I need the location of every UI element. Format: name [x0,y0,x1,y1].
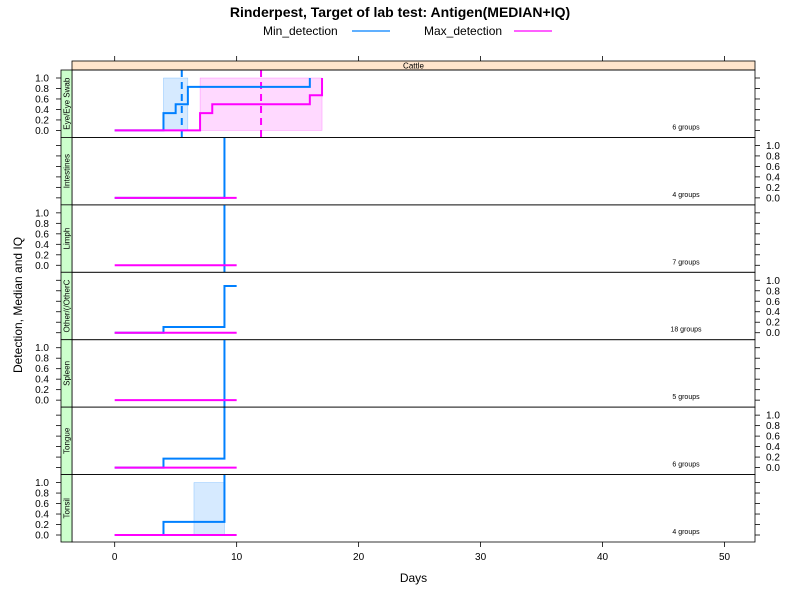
series-line-min-detection [114,285,237,334]
panel-frame [71,406,756,475]
y-tick-label: 0.4 [35,105,49,116]
y-tick-label: 0.6 [766,432,780,443]
x-tick-label: 30 [475,552,487,563]
y-tick-label: 0.4 [35,510,49,521]
panel-eye-eye-swab: Eye/Eye Swab 6 groups 0.00.20.40.60.81.0 [35,69,760,138]
panel-strip-label: Intestines [63,154,72,188]
y-tick-label: 0.2 [35,250,49,261]
panel-strip-label: Limph [63,228,72,250]
panel-groups-label: 4 groups [672,192,700,199]
y-tick-label: 0.8 [766,151,780,162]
y-tick-label: 0.4 [766,172,780,183]
y-tick-label: 0.0 [35,261,49,272]
y-tick-label: 1.0 [35,478,49,489]
strip-header-label: Cattle [403,62,424,71]
y-tick-label: 0.6 [766,297,780,308]
y-tick-label: 0.8 [35,354,49,365]
panel-intestines: Intestines 4 groups 0.00.20.40.60.81.0 [56,137,780,206]
y-tick-label: 0.6 [35,499,49,510]
panel-groups-label: 6 groups [672,124,700,131]
y-tick-label: 0.2 [35,385,49,396]
y-tick-label: 1.0 [766,141,780,152]
y-tick-label: 1.0 [766,276,780,287]
x-tick-label: 50 [719,552,731,563]
panel-groups-label: 4 groups [672,529,700,536]
strip-header: Cattle [71,60,756,71]
y-tick-label: 0.8 [35,489,49,500]
y-tick-label: 0.8 [35,219,49,230]
panel-strip [60,474,73,543]
y-tick-label: 0.6 [35,94,49,105]
panel-strip-label: Spleen [63,361,72,386]
panel-frame [71,474,756,543]
panel-spleen: Spleen 5 groups 0.00.20.40.60.81.0 [35,339,760,408]
series-line-min-detection [114,137,226,199]
y-tick-label: 0.8 [766,421,780,432]
y-tick-label: 0.2 [766,318,780,329]
panel-tongue: Tongue 6 groups 0.00.20.40.60.81.0 [56,406,780,475]
panel-groups-label: 18 groups [670,327,702,334]
y-tick-label: 0.4 [766,307,780,318]
panel-tonsil: Tonsil 4 groups 0.00.20.40.60.81.0 [35,474,760,543]
y-tick-label: 0.0 [35,126,49,137]
panel-frame [71,271,756,341]
x-tick-label: 40 [597,552,609,563]
panel-frame [71,137,756,206]
y-tick-label: 0.2 [766,453,780,464]
panel-other-otherc: Other/(/OtherC 18 groups 0.00.20.40.60.81.… [56,271,780,341]
y-tick-label: 0.6 [35,364,49,375]
y-tick-label: 1.0 [35,343,49,354]
panel-strip-label: Tongue [63,427,72,454]
iq-band-min-detection [193,482,225,536]
panels: Eye/Eye Swab 6 groups0.00.20.40.60.81.0In… [35,69,780,543]
y-tick-label: 0.6 [766,162,780,173]
y-tick-label: 0.0 [35,531,49,542]
series-line-min-detection [114,78,311,132]
y-tick-label: 0.4 [35,240,49,251]
y-tick-label: 0.2 [35,520,49,531]
panel-groups-label: 7 groups [672,259,700,266]
series-line-min-detection [114,407,226,469]
y-tick-label: 0.0 [766,193,780,204]
y-tick-label: 0.4 [35,375,49,386]
y-tick-label: 0.4 [766,442,780,453]
y-tick-label: 0.0 [766,463,780,474]
x-axis: 0 10 20 30 40 50 [112,56,731,563]
legend: Min_detection Max_detection [263,24,552,38]
panel-strip-label: Tonsil [63,498,72,519]
y-tick-label: 0.2 [766,183,780,194]
y-tick-label: 1.0 [766,411,780,422]
panel-groups-label: 5 groups [672,394,700,401]
panel-limph: Limph 7 groups 0.00.20.40.60.81.0 [35,204,760,273]
chart-title: Rinderpest, Target of lab test: Antigen(… [230,4,570,20]
legend-label-max-detection: Max_detection [424,24,502,38]
x-tick-label: 10 [231,552,243,563]
y-axis-label: Detection, Median and IQ [11,237,25,373]
panel-frame [71,339,756,408]
legend-label-min-detection: Min_detection [263,24,338,38]
panel-frame [71,204,756,273]
x-tick-label: 0 [112,552,118,563]
panel-strip-label: Other/(/OtherC [63,279,72,332]
y-tick-label: 0.0 [35,396,49,407]
y-tick-label: 0.0 [766,328,780,339]
y-tick-label: 1.0 [35,74,49,85]
panel-strip-label: Eye/Eye Swab [63,77,72,130]
y-tick-label: 1.0 [35,208,49,219]
x-tick-label: 20 [353,552,365,563]
y-tick-label: 0.8 [766,286,780,297]
y-tick-label: 0.8 [35,84,49,95]
x-axis-label: Days [400,571,427,585]
y-tick-label: 0.2 [35,115,49,126]
panel-groups-label: 6 groups [672,462,700,469]
series-line-max-detection [114,78,324,132]
y-tick-label: 0.6 [35,229,49,240]
